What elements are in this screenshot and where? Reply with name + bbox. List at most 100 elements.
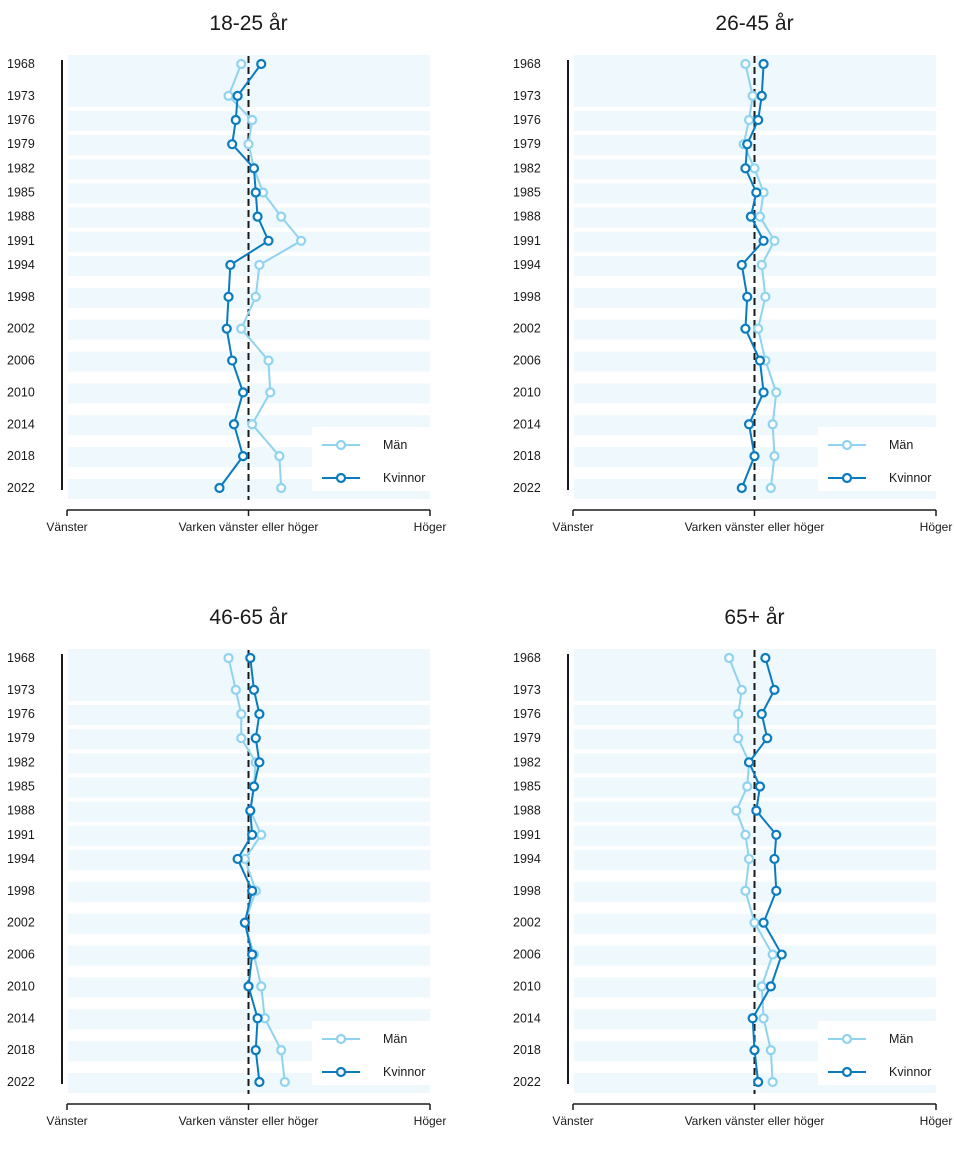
data-point [758,235,769,246]
data-point [731,805,742,816]
row-band [574,977,936,998]
x-tick-label: Varken vänster eller höger [685,520,825,534]
x-tick-label: Varken vänster eller höger [179,520,319,534]
data-point [239,917,250,928]
y-tick-label: 1994 [7,852,35,866]
data-point [765,1045,776,1056]
data-point [228,419,240,430]
row-band [68,231,430,252]
data-point [274,451,285,462]
data-point [749,917,760,928]
data-point [250,733,261,744]
y-tick-label: 1985 [513,779,541,793]
data-point [745,211,756,222]
data-point [760,291,771,302]
x-tick-label: Höger [920,1114,953,1128]
y-tick-label: 2010 [7,979,35,993]
data-point [776,949,787,960]
y-tick-label: 2018 [7,449,35,463]
data-point [767,419,778,430]
y-tick-label: 2006 [513,948,541,962]
data-point [743,114,755,126]
y-tick-label: 1991 [7,234,35,248]
legend-marker [335,472,347,484]
data-point [214,482,225,494]
data-point [765,981,776,992]
data-point [225,259,236,271]
data-point [265,387,276,398]
data-point [733,708,744,720]
y-tick-label: 2022 [513,1075,541,1089]
chart-title: 18-25 år [209,12,287,35]
data-point [740,323,751,334]
legend-marker [335,439,347,451]
series-line [740,63,765,489]
data-point [223,652,234,664]
y-tick-label: 1988 [7,804,35,818]
row-band [574,881,936,902]
data-point [221,323,232,334]
y-tick-label: 2018 [7,1043,35,1057]
y-tick-label: 2006 [7,354,35,368]
y-tick-label: 2002 [513,916,541,930]
data-point [743,757,755,768]
x-tick-label: Höger [920,520,953,534]
y-tick-label: 1968 [7,651,35,665]
x-tick-label: Vänster [46,520,87,534]
data-point [769,235,780,246]
series-line [227,63,303,489]
data-point [767,949,778,960]
data-point [227,139,238,150]
row-band [68,287,430,308]
series-line [747,657,783,1083]
data-point [256,981,267,992]
y-tick-label: 2002 [513,322,541,336]
row-band [574,680,936,701]
data-point [749,1045,760,1056]
data-point [247,829,258,840]
data-point [248,163,260,174]
data-point [747,1013,758,1024]
y-tick-label: 2018 [513,449,541,463]
y-tick-label: 2014 [513,417,541,431]
y-tick-label: 2022 [513,481,541,495]
data-point [254,757,265,768]
y-tick-label: 2006 [7,948,35,962]
data-point [254,259,265,271]
chart-grid: 18-25 år 1968 1973 1976 1979 1982 1985 1988 1991… [7,12,953,1128]
data-point [740,885,751,896]
data-point [754,781,766,792]
legend-label: Kvinnor [889,1065,931,1079]
data-point [740,58,751,70]
legend-marker [841,472,853,484]
data-point [758,58,769,70]
data-point [736,684,747,695]
series-line [218,63,270,489]
y-tick-label: 1973 [7,683,35,697]
data-point [232,90,243,101]
y-tick-label: 1988 [513,210,541,224]
data-point [276,211,287,222]
y-tick-label: 1985 [7,779,35,793]
y-tick-label: 1968 [513,57,541,71]
y-tick-label: 1973 [7,89,35,103]
data-point [756,90,767,101]
chart-panel: 26-45 år 1968 1973 1976 1979 1982 1985 1988 1991… [513,12,953,534]
y-tick-label: 1973 [513,89,541,103]
data-point [236,733,247,744]
data-point [740,163,751,174]
x-tick-label: Varken vänster eller höger [685,1114,825,1128]
chart-title: 46-65 år [209,606,287,629]
data-point [250,187,261,198]
row-band [68,351,430,372]
legend-label: Män [889,438,913,452]
data-point [753,114,764,126]
data-point [296,235,307,246]
y-tick-label: 1991 [513,234,541,248]
data-point [256,58,267,70]
y-tick-label: 1968 [513,651,541,665]
data-point [252,211,263,222]
data-point [230,114,241,126]
data-point [751,187,762,198]
x-tick-label: Höger [414,520,447,534]
